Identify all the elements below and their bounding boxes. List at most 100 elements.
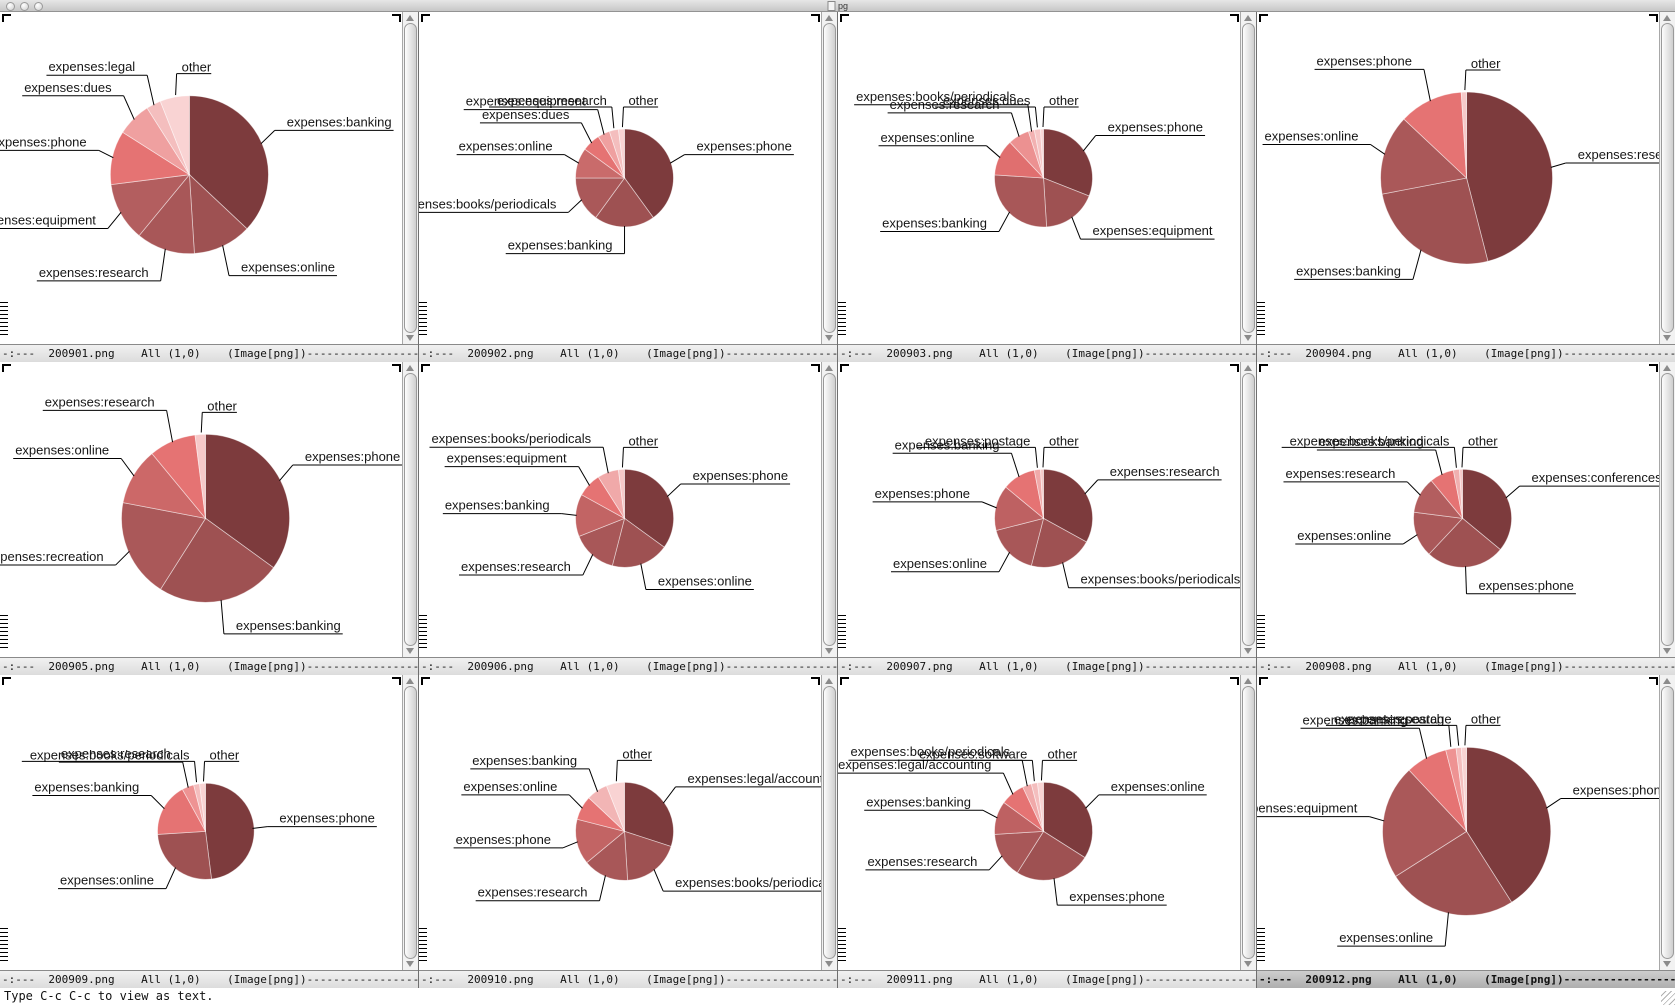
pie-chart: expenses:research expenses:books/periodic…: [872, 433, 1241, 589]
fringe-corner-icon: [1649, 14, 1658, 22]
emacs-window-200907.png[interactable]: expenses:research expenses:books/periodic…: [838, 362, 1257, 675]
scrollbar-thumb[interactable]: [1242, 686, 1255, 959]
scrollbar[interactable]: [1659, 675, 1675, 970]
echo-area: Type C-c C-c to view as text.: [0, 988, 1675, 1006]
scroll-down-icon[interactable]: [1244, 335, 1252, 341]
scroll-up-icon[interactable]: [406, 365, 414, 371]
scroll-up-icon[interactable]: [1244, 15, 1252, 21]
emacs-window-200911.png[interactable]: expenses:online expenses:phone expenses:re…: [838, 675, 1257, 988]
emacs-window-200908.png[interactable]: expenses:conferences expenses:phone expens…: [1257, 362, 1675, 675]
modeline[interactable]: -:--- 200910.png All (1,0) (Image[png])-…: [419, 970, 837, 988]
slice-label: expenses:legal: [48, 59, 135, 74]
scrollbar[interactable]: [1240, 12, 1256, 344]
scroll-up-icon[interactable]: [1663, 365, 1671, 371]
slice-label: expenses:research: [1334, 711, 1444, 726]
fringe-ladder-icon: [838, 928, 846, 962]
slice-label: expenses:phone: [1573, 783, 1660, 798]
scroll-up-icon[interactable]: [1663, 678, 1671, 684]
scroll-up-icon[interactable]: [825, 678, 833, 684]
scroll-down-icon[interactable]: [1663, 961, 1671, 967]
scrollbar[interactable]: [821, 362, 837, 657]
emacs-window-200912.png[interactable]: expenses:phone expenses:online expenses:eq…: [1257, 675, 1675, 988]
slice-label: other: [1471, 711, 1501, 726]
modeline[interactable]: -:--- 200911.png All (1,0) (Image[png])-…: [838, 970, 1256, 988]
scroll-down-icon[interactable]: [406, 961, 414, 967]
resize-grip-icon[interactable]: [1661, 991, 1675, 1005]
scrollbar[interactable]: [1240, 675, 1256, 970]
modeline[interactable]: -:--- 200907.png All (1,0) (Image[png])-…: [838, 657, 1256, 675]
scroll-down-icon[interactable]: [406, 335, 414, 341]
scroll-down-icon[interactable]: [1663, 648, 1671, 654]
close-window-icon[interactable]: [6, 2, 15, 11]
scrollbar-thumb[interactable]: [823, 23, 836, 333]
scroll-up-icon[interactable]: [406, 678, 414, 684]
scrollbar-thumb[interactable]: [1242, 23, 1255, 333]
emacs-window-200905.png[interactable]: expenses:phone expenses:banking expenses:r…: [0, 362, 419, 675]
emacs-window-200901.png[interactable]: expenses:banking expenses:online expenses:…: [0, 12, 419, 362]
scroll-down-icon[interactable]: [1244, 961, 1252, 967]
slice-label: other: [182, 60, 212, 75]
scrollbar-thumb[interactable]: [823, 686, 836, 959]
pie-chart: expenses:phone expenses:equipment expenses…: [854, 89, 1215, 240]
scroll-down-icon[interactable]: [406, 648, 414, 654]
scrollbar[interactable]: [821, 12, 837, 344]
emacs-window-200902.png[interactable]: expenses:phone expenses:banking expenses:b…: [419, 12, 838, 362]
modeline[interactable]: -:--- 200906.png All (1,0) (Image[png])-…: [419, 657, 837, 675]
scrollbar-thumb[interactable]: [404, 23, 417, 333]
scrollbar-thumb[interactable]: [1661, 686, 1674, 959]
modeline[interactable]: -:--- 200912.png All (1,0) (Image[png])-…: [1257, 970, 1675, 988]
scrollbar[interactable]: [821, 675, 837, 970]
scroll-down-icon[interactable]: [825, 335, 833, 341]
scrollbar-thumb[interactable]: [823, 373, 836, 646]
scrollbar-thumb[interactable]: [1661, 373, 1674, 646]
modeline[interactable]: -:--- 200901.png All (1,0) (Image[png])-…: [0, 344, 418, 362]
scrollbar[interactable]: [1659, 12, 1675, 344]
scrollbar[interactable]: [402, 12, 418, 344]
scroll-up-icon[interactable]: [1244, 365, 1252, 371]
scroll-up-icon[interactable]: [406, 15, 414, 21]
emacs-window-200906.png[interactable]: expenses:phone expenses:online expenses:re…: [419, 362, 838, 675]
scrollbar[interactable]: [402, 362, 418, 657]
scroll-up-icon[interactable]: [1663, 15, 1671, 21]
window-title-text: pg: [837, 0, 849, 11]
scroll-down-icon[interactable]: [825, 961, 833, 967]
fringe-corner-icon: [1259, 364, 1268, 372]
modeline[interactable]: -:--- 200909.png All (1,0) (Image[png])-…: [0, 970, 418, 988]
modeline[interactable]: -:--- 200902.png All (1,0) (Image[png])-…: [419, 344, 837, 362]
emacs-window-200903.png[interactable]: expenses:phone expenses:equipment expenses…: [838, 12, 1257, 362]
scroll-down-icon[interactable]: [825, 648, 833, 654]
emacs-window-200904.png[interactable]: expenses:research expenses:banking expense…: [1257, 12, 1675, 362]
pie-chart: expenses:phone expenses:banking expenses:r…: [0, 394, 403, 635]
scroll-down-icon[interactable]: [1663, 335, 1671, 341]
fringe-ladder-icon: [838, 615, 846, 649]
pie-slice: [1036, 781, 1044, 832]
scrollbar[interactable]: [1240, 362, 1256, 657]
scroll-up-icon[interactable]: [825, 365, 833, 371]
scroll-up-icon[interactable]: [825, 15, 833, 21]
slice-label: expenses:books/periodicals: [30, 747, 190, 762]
scrollbar[interactable]: [1659, 362, 1675, 657]
modeline[interactable]: -:--- 200904.png All (1,0) (Image[png])-…: [1257, 344, 1675, 362]
modeline[interactable]: -:--- 200903.png All (1,0) (Image[png])-…: [838, 344, 1256, 362]
scrollbar[interactable]: [402, 675, 418, 970]
scrollbar-thumb[interactable]: [404, 373, 417, 646]
pie-slice: [157, 830, 212, 880]
scrollbar-thumb[interactable]: [404, 686, 417, 959]
scroll-down-icon[interactable]: [1244, 648, 1252, 654]
image-buffer: expenses:phone expenses:online expenses:eq…: [1257, 675, 1675, 970]
modeline[interactable]: -:--- 200908.png All (1,0) (Image[png])-…: [1257, 657, 1675, 675]
fringe-corner-icon: [392, 677, 401, 685]
scrollbar-thumb[interactable]: [1242, 373, 1255, 646]
emacs-window-200910.png[interactable]: expenses:legal/accounting expenses:books/…: [419, 675, 838, 988]
slice-label: expenses:banking: [34, 780, 139, 795]
slice-label: expenses:dues: [24, 80, 112, 95]
scroll-up-icon[interactable]: [1244, 678, 1252, 684]
emacs-window-200909.png[interactable]: expenses:phone expenses:online expenses:ba…: [0, 675, 419, 988]
zoom-window-icon[interactable]: [34, 2, 43, 11]
minimize-window-icon[interactable]: [20, 2, 29, 11]
fringe-corner-icon: [1230, 14, 1239, 22]
scrollbar-thumb[interactable]: [1661, 23, 1674, 333]
slice-label: other: [1468, 433, 1498, 448]
modeline[interactable]: -:--- 200905.png All (1,0) (Image[png])-…: [0, 657, 418, 675]
slice-label: expenses:online: [60, 873, 154, 888]
